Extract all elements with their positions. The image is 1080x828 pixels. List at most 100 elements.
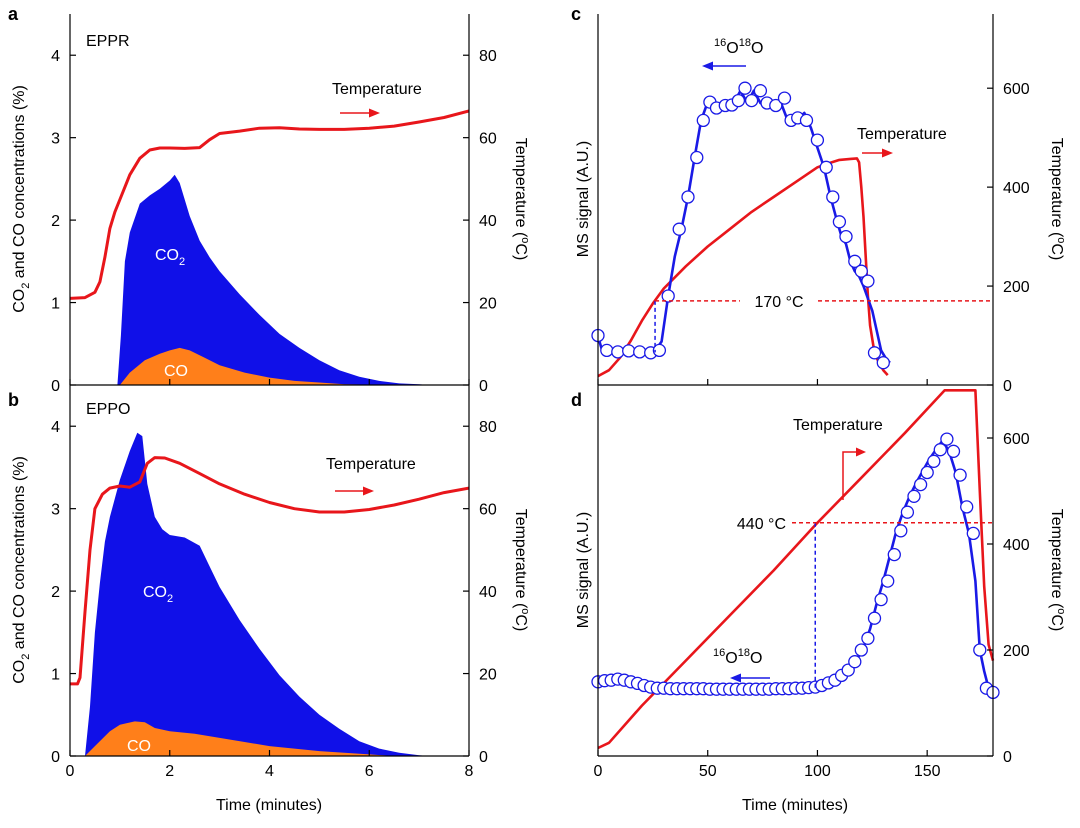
ms-signal-marker — [933, 443, 947, 457]
panel-c-y-axis-label: MS signal (A.U.) — [575, 141, 592, 257]
panel-d-y2-axis-label: Temperature (oC) — [1048, 509, 1067, 632]
ms-signal-marker — [854, 643, 868, 657]
co2-area — [70, 174, 469, 385]
panel-d-plot-layers — [591, 388, 1000, 750]
co-area — [70, 721, 469, 756]
x-tick-label: 6 — [365, 763, 374, 780]
panel-a-y-axis-label: CO2 and CO concentrations (%) — [11, 85, 32, 313]
panel-a-temperature-annotation: Temperature — [332, 81, 422, 98]
y2-tick-label: 0 — [1003, 378, 1012, 395]
y-tick-label: 2 — [51, 584, 60, 601]
y2-tick-label: 400 — [1003, 180, 1030, 197]
ms-signal-marker — [681, 190, 695, 204]
x-tick-label: 0 — [594, 763, 603, 780]
panel-b-temperature-arrow — [335, 486, 374, 496]
panel-c-signal-arrow — [702, 61, 746, 71]
y2-tick-label: 400 — [1003, 537, 1030, 554]
y-tick-label: 3 — [51, 502, 60, 519]
reference-label: 440 °C — [737, 516, 786, 533]
panel-d-reference-lines: 440 °C — [737, 516, 993, 689]
ms-signal-marker — [661, 289, 675, 303]
panel-d-ticks: 0 50 100 150 0 200 400 600 — [594, 431, 1030, 780]
ms-signal-marker — [907, 489, 921, 503]
ms-signal-marker — [633, 345, 647, 359]
panel-d-temperature-annotation: Temperature — [793, 417, 883, 434]
panel-a-letter: a — [8, 4, 19, 24]
ms-signal-marker — [861, 274, 875, 288]
x-tick-label: 0 — [66, 763, 75, 780]
y2-tick-label: 600 — [1003, 431, 1030, 448]
ms-signal-marker — [696, 113, 710, 128]
panel-b-sample-label: EPPO — [86, 401, 130, 418]
temperature-line — [70, 109, 469, 300]
ms-signal-marker — [769, 98, 783, 113]
ms-signal-marker — [953, 468, 967, 482]
y2-tick-label: 80 — [479, 48, 497, 65]
panel-b-y-axis-label: CO2 and CO concentrations (%) — [11, 456, 32, 684]
y-tick-label: 4 — [51, 419, 60, 436]
ms-signal-marker — [839, 229, 853, 244]
panel-b-co2-label: CO2 — [143, 584, 173, 605]
y-tick-label: 3 — [51, 131, 60, 148]
ms-signal-marker — [611, 345, 625, 359]
y-tick-label: 1 — [51, 667, 60, 684]
panel-a-series — [70, 109, 469, 385]
ms-signal-line — [597, 439, 994, 694]
ms-signal-marker — [887, 547, 901, 562]
panel-c-y2-axis-label: Temperature (oC) — [1048, 138, 1067, 261]
ms-signal-marker — [920, 465, 934, 480]
panel-d-letter: d — [571, 390, 582, 410]
panel-c-ticks: 0 200 400 600 — [597, 81, 1030, 395]
ms-signal-marker — [876, 356, 890, 370]
panel-b-temperature-annotation: Temperature — [326, 456, 416, 473]
panel-c-signal-annotation: 16O18O — [714, 37, 763, 57]
ms-signal-marker — [744, 93, 759, 108]
ms-signal-marker — [848, 655, 862, 669]
ms-signal-marker — [738, 81, 752, 95]
ms-signal-marker — [927, 454, 941, 468]
ms-signal-marker — [867, 346, 882, 360]
y-tick-label: 1 — [51, 296, 60, 313]
panel-c-plot-layers — [591, 81, 891, 378]
panel-d-y-axis-label: MS signal (A.U.) — [575, 512, 592, 628]
y2-tick-label: 60 — [479, 502, 497, 519]
ms-signal-marker — [600, 343, 614, 358]
panel-d-temperature-arrow — [842, 447, 866, 500]
y2-tick-label: 60 — [479, 131, 497, 148]
ms-signal-marker — [731, 93, 746, 108]
y2-tick-label: 600 — [1003, 81, 1030, 98]
y2-tick-label: 200 — [1003, 643, 1030, 660]
y-tick-label: 4 — [51, 48, 60, 65]
panel-d-series — [591, 388, 1000, 750]
ms-signal-marker — [854, 264, 868, 278]
ms-signal-marker — [690, 150, 704, 165]
co2-area — [70, 432, 469, 756]
x-tick-label: 4 — [265, 763, 274, 780]
ms-signal-marker — [799, 113, 814, 128]
x-tick-label: 50 — [699, 763, 717, 780]
panel-a-y2-axis-label: Temperature (oC) — [512, 138, 531, 261]
panel-a-plot-layers — [70, 109, 469, 385]
x-tick-label: 8 — [465, 763, 474, 780]
panel-a-sample-label: EPPR — [86, 33, 130, 50]
y2-tick-label: 40 — [479, 213, 497, 230]
panel-d-signal-annotation: 16O18O — [713, 647, 762, 667]
y2-tick-label: 20 — [479, 296, 497, 313]
x-tick-label: 150 — [914, 763, 941, 780]
ms-signal-marker — [881, 574, 895, 588]
co-area — [70, 347, 469, 385]
panel-c: c 0 200 400 600 16O18O Temperature 170 °C M… — [571, 4, 1067, 395]
ms-signal-marker — [940, 432, 954, 446]
ms-signal-marker — [861, 631, 875, 645]
x-tick-label: 2 — [165, 763, 174, 780]
panel-d-x-axis-label: Time (minutes) — [742, 797, 848, 814]
ms-signal-marker — [819, 160, 833, 174]
panel-b-letter: b — [8, 390, 19, 410]
y2-tick-label: 40 — [479, 584, 497, 601]
ms-signal-marker — [966, 526, 980, 541]
ms-signal-marker — [848, 254, 862, 268]
